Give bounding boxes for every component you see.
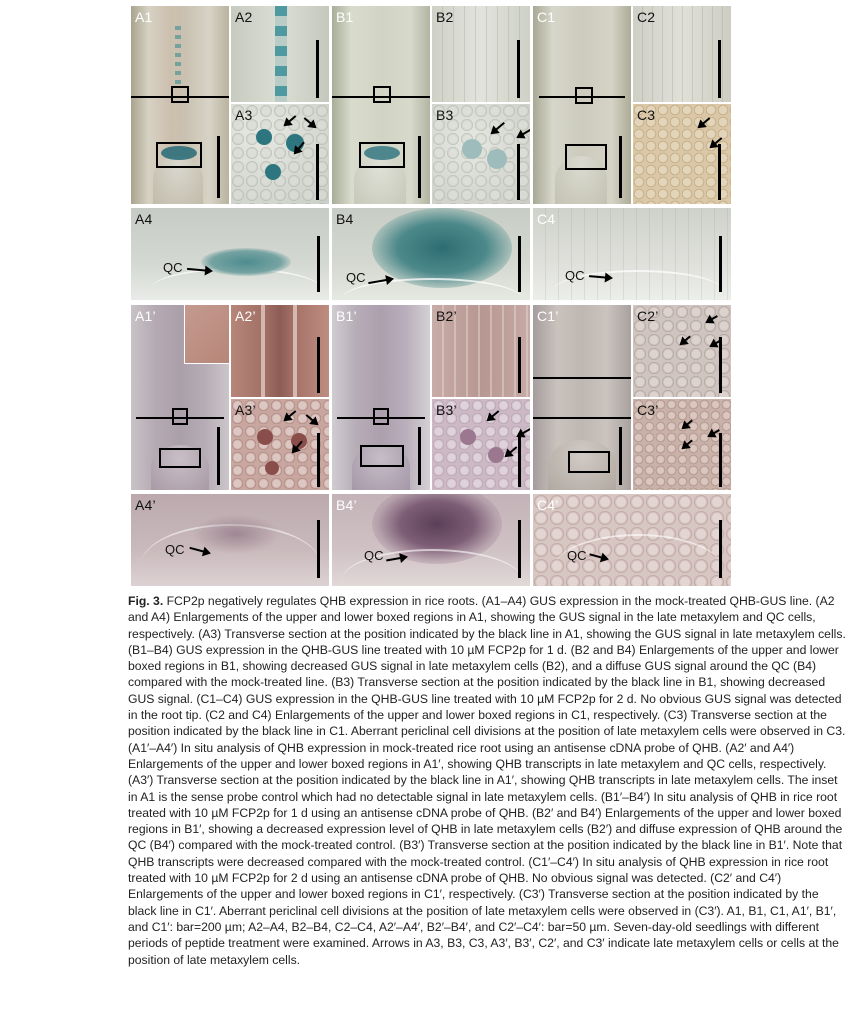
qc-label-b4-prime: QC [364, 548, 384, 563]
label-c2-prime: C2’ [637, 308, 659, 324]
label-b3: B3 [436, 107, 454, 123]
panel-b1: B1 [332, 6, 430, 204]
panel-a3: A3 [231, 104, 329, 204]
label-a4: A4 [135, 211, 153, 227]
label-a4-prime: A4’ [135, 497, 156, 513]
panel-a3-prime: A3’ [231, 399, 329, 490]
qc-label-b4: QC [346, 270, 366, 285]
label-b2-prime: B2’ [436, 308, 457, 324]
panel-a4: QC A4 [131, 208, 329, 300]
panel-c1: C1 [533, 6, 631, 204]
label-a2: A2 [235, 9, 253, 25]
panel-b4-prime: QC B4’ [332, 494, 530, 586]
label-b2: B2 [436, 9, 454, 25]
panel-c1-prime: C1’ [533, 305, 631, 490]
label-a1-prime: A1’ [135, 308, 156, 324]
label-b1-prime: B1’ [336, 308, 357, 324]
panel-c3: C3 [633, 104, 731, 204]
panel-c3-prime: C3’ [633, 399, 731, 490]
panel-a1: A1 [131, 6, 229, 204]
label-c3: C3 [637, 107, 656, 123]
panel-b1-prime: B1’ [332, 305, 430, 490]
label-a2-prime: A2’ [235, 308, 256, 324]
qc-label-c4: QC [565, 268, 585, 283]
panel-c4: QC C4 [533, 208, 731, 300]
figure-caption: Fig. 3. FCP2p negatively regulates QHB e… [128, 593, 850, 968]
qc-label-c4-prime: QC [567, 548, 587, 563]
panel-a2-prime: A2’ [231, 305, 329, 397]
label-c4: C4 [537, 211, 556, 227]
label-b1: B1 [336, 9, 354, 25]
caption-text: FCP2p negatively regulates QHB expressio… [128, 594, 846, 967]
label-c4-prime: C4’ [537, 497, 559, 513]
label-a1: A1 [135, 9, 153, 25]
qc-label-a4: QC [163, 260, 183, 275]
panel-a2: A2 [231, 6, 329, 102]
label-b4-prime: B4’ [336, 497, 357, 513]
panel-b2: B2 [432, 6, 530, 102]
panel-c2-prime: C2’ [633, 305, 731, 397]
label-a3-prime: A3’ [235, 402, 256, 418]
label-c1-prime: C1’ [537, 308, 559, 324]
figure-label: Fig. 3. [128, 594, 164, 608]
panel-b2-prime: B2’ [432, 305, 530, 397]
panel-c2: C2 [633, 6, 731, 102]
label-a3: A3 [235, 107, 253, 123]
qc-label-a4-prime: QC [165, 542, 185, 557]
label-c3-prime: C3’ [637, 402, 659, 418]
panel-a1-prime: A1’ [131, 305, 229, 490]
label-b3-prime: B3’ [436, 402, 457, 418]
label-c2: C2 [637, 9, 656, 25]
label-b4: B4 [336, 211, 354, 227]
panel-c4-prime: QC C4’ [533, 494, 731, 586]
label-c1: C1 [537, 9, 556, 25]
panel-b3-prime: B3’ [432, 399, 530, 490]
panel-b3: B3 [432, 104, 530, 204]
panel-b4: QC B4 [332, 208, 530, 300]
panel-a4-prime: QC A4’ [131, 494, 329, 586]
